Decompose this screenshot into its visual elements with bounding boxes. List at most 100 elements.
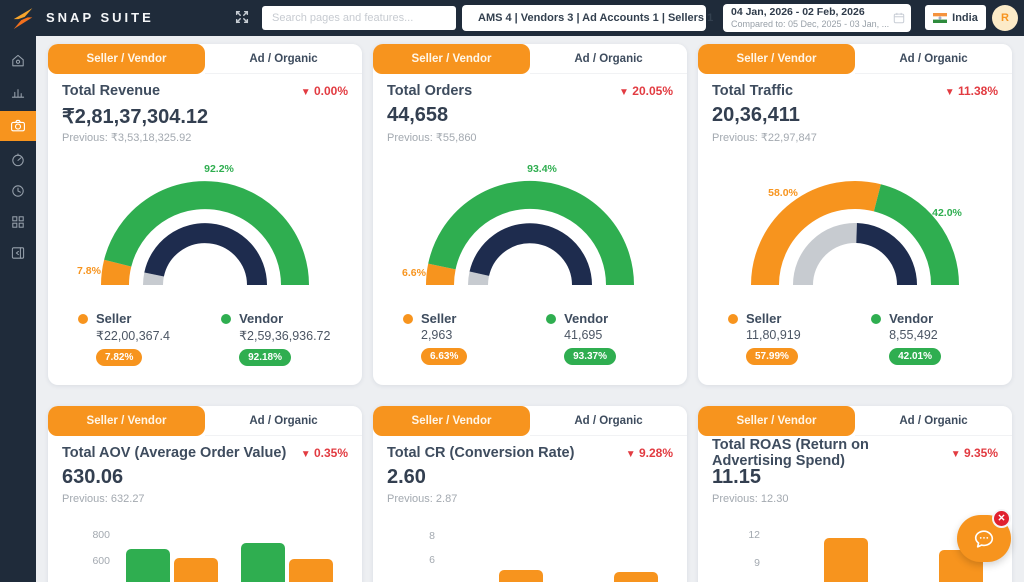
chat-widget-button[interactable]: ✕ [957,509,1011,562]
svg-text:58.0%: 58.0% [768,187,798,199]
bar-green [241,543,285,582]
previous-value: Previous: ₹55,860 [387,132,477,144]
country-selector[interactable]: India [925,5,986,30]
seller-share-pill: 7.82% [96,349,143,366]
card-tabs: Seller / Vendor Ad / Organic [373,44,687,74]
legend-vendor: Vendor 8,55,492 42.01% [871,311,942,365]
vendor-dot-icon [221,314,232,324]
bar-orange [499,569,543,582]
card-tabs: Seller / Vendor Ad / Organic [698,406,1012,436]
down-arrow-icon: ▼ [300,87,311,98]
fullscreen-expand-icon[interactable] [232,8,252,28]
seller-dot-icon [78,314,88,324]
legend-vendor: Vendor 41,695 93.37% [546,311,617,365]
date-range-value: 04 Jan, 2026 - 02 Feb, 2026 [731,6,865,18]
down-arrow-icon: ▼ [950,449,961,460]
country-label: India [952,11,978,24]
previous-value: Previous: ₹22,97,847 [712,132,817,144]
card-title: Total Traffic [712,83,794,99]
filter-label: AMS 4 | Vendors 3 | Ad Accounts 1 | Sell… [478,12,714,24]
tab-ad-organic[interactable]: Ad / Organic [855,406,1012,436]
seller-vendor-bar-chart: 800 600 [62,525,348,582]
card-title: Total AOV (Average Order Value) [62,445,287,461]
total-orders-card: Seller / Vendor Ad / Organic Total Order… [373,44,687,385]
date-range-picker[interactable]: 04 Jan, 2026 - 02 Feb, 2026 Compared to:… [723,4,911,32]
card-title: Total Revenue [62,83,161,99]
seller-share-pill: 57.99% [746,348,798,365]
down-arrow-icon: ▼ [619,87,629,98]
chat-close-badge[interactable]: ✕ [992,509,1011,528]
sidebar-item-performance[interactable] [0,148,36,172]
bar-orange [289,559,333,582]
sidebar-item-snapshot[interactable] [0,111,36,141]
gauge-legend: Seller ₹22,00,367.4 7.82% Vendor ₹2,59,3… [62,311,348,366]
bar-orange [614,572,658,582]
gauge-legend: Seller 11,80,919 57.99% Vendor 8,55,492 … [712,311,998,365]
previous-value: Previous: 2.87 [387,493,458,505]
previous-value: Previous: ₹3,53,18,325.92 [62,132,192,144]
gauge-legend: Seller 2,963 6.63% Vendor 41,695 93.37% [387,311,673,365]
card-tabs: Seller / Vendor Ad / Organic [373,406,687,436]
down-arrow-icon: ▼ [944,87,955,98]
search-input[interactable] [262,6,456,30]
cards-grid: Seller / Vendor Ad / Organic Total Reven… [36,36,1024,582]
sidebar-nav [0,36,36,582]
tab-seller-vendor[interactable]: Seller / Vendor [698,406,855,436]
card-title: Total CR (Conversion Rate) [387,445,575,461]
sidebar-item-home[interactable] [0,49,36,73]
tab-ad-organic[interactable]: Ad / Organic [205,44,362,74]
bar-orange [174,557,218,582]
bar-orange [824,537,868,582]
india-flag-icon [933,12,948,23]
snap-suite-logo-icon [9,4,37,32]
sidebar-item-exit[interactable] [0,241,36,265]
change-badge: ▼ 20.05% [619,84,673,98]
exit-panel-icon [11,247,25,259]
app-title: SNAP SUITE [46,10,154,25]
card-title: Total Orders [387,83,473,99]
change-badge: ▼ 0.35% [300,446,348,460]
previous-value: Previous: 632.27 [62,493,145,505]
total-aov-card: Seller / Vendor Ad / Organic Total AOV (… [48,406,362,582]
user-avatar[interactable]: R [992,5,1018,31]
metric-value: 11.15 [712,466,761,488]
legend-seller: Seller ₹22,00,367.4 7.82% [78,311,221,366]
seller-vendor-gauge-chart: 7.8% 92.2% [62,147,348,289]
apps-grid-icon [12,216,24,228]
svg-text:92.2%: 92.2% [204,163,234,175]
vendor-share-pill: 92.18% [239,349,292,366]
sidebar-item-apps[interactable] [0,210,36,234]
metric-value: 2.60 [387,466,426,488]
camera-snapshot-icon [11,119,25,132]
total-revenue-card: Seller / Vendor Ad / Organic Total Reven… [48,44,362,385]
total-roas-card: Seller / Vendor Ad / Organic Total ROAS … [698,406,1012,582]
total-traffic-card: Seller / Vendor Ad / Organic Total Traff… [698,44,1012,385]
bar-chart-icon [11,89,25,98]
account-filter-dropdown[interactable]: AMS 4 | Vendors 3 | Ad Accounts 1 | Sell… [462,5,713,31]
tab-seller-vendor[interactable]: Seller / Vendor [48,44,205,74]
svg-text:93.4%: 93.4% [527,163,557,175]
tab-ad-organic[interactable]: Ad / Organic [205,406,362,436]
seller-vendor-gauge-chart: 6.6% 93.4% [387,147,673,289]
tab-seller-vendor[interactable]: Seller / Vendor [698,44,855,74]
change-badge: ▼ 0.00% [300,84,348,98]
sidebar-item-analytics[interactable] [0,80,36,104]
total-cr-card: Seller / Vendor Ad / Organic Total CR (C… [373,406,687,582]
sidebar-item-history[interactable] [0,179,36,203]
vendor-share-pill: 42.01% [889,348,942,365]
card-tabs: Seller / Vendor Ad / Organic [698,44,1012,74]
tab-ad-organic[interactable]: Ad / Organic [530,406,687,436]
dashboard-main: Seller / Vendor Ad / Organic Total Reven… [36,36,1024,582]
change-badge: ▼ 11.38% [944,84,998,98]
change-badge: ▼ 9.35% [950,446,998,460]
tab-seller-vendor[interactable]: Seller / Vendor [48,406,205,436]
tab-ad-organic[interactable]: Ad / Organic [855,44,1012,74]
vendor-dot-icon [546,314,557,324]
card-title: Total ROAS (Return on Advertising Spend) [712,437,869,469]
tab-ad-organic[interactable]: Ad / Organic [530,44,687,74]
tab-seller-vendor[interactable]: Seller / Vendor [373,406,530,436]
speedometer-icon [12,153,24,167]
metric-value: 20,36,411 [712,104,800,126]
tab-seller-vendor[interactable]: Seller / Vendor [373,44,530,74]
